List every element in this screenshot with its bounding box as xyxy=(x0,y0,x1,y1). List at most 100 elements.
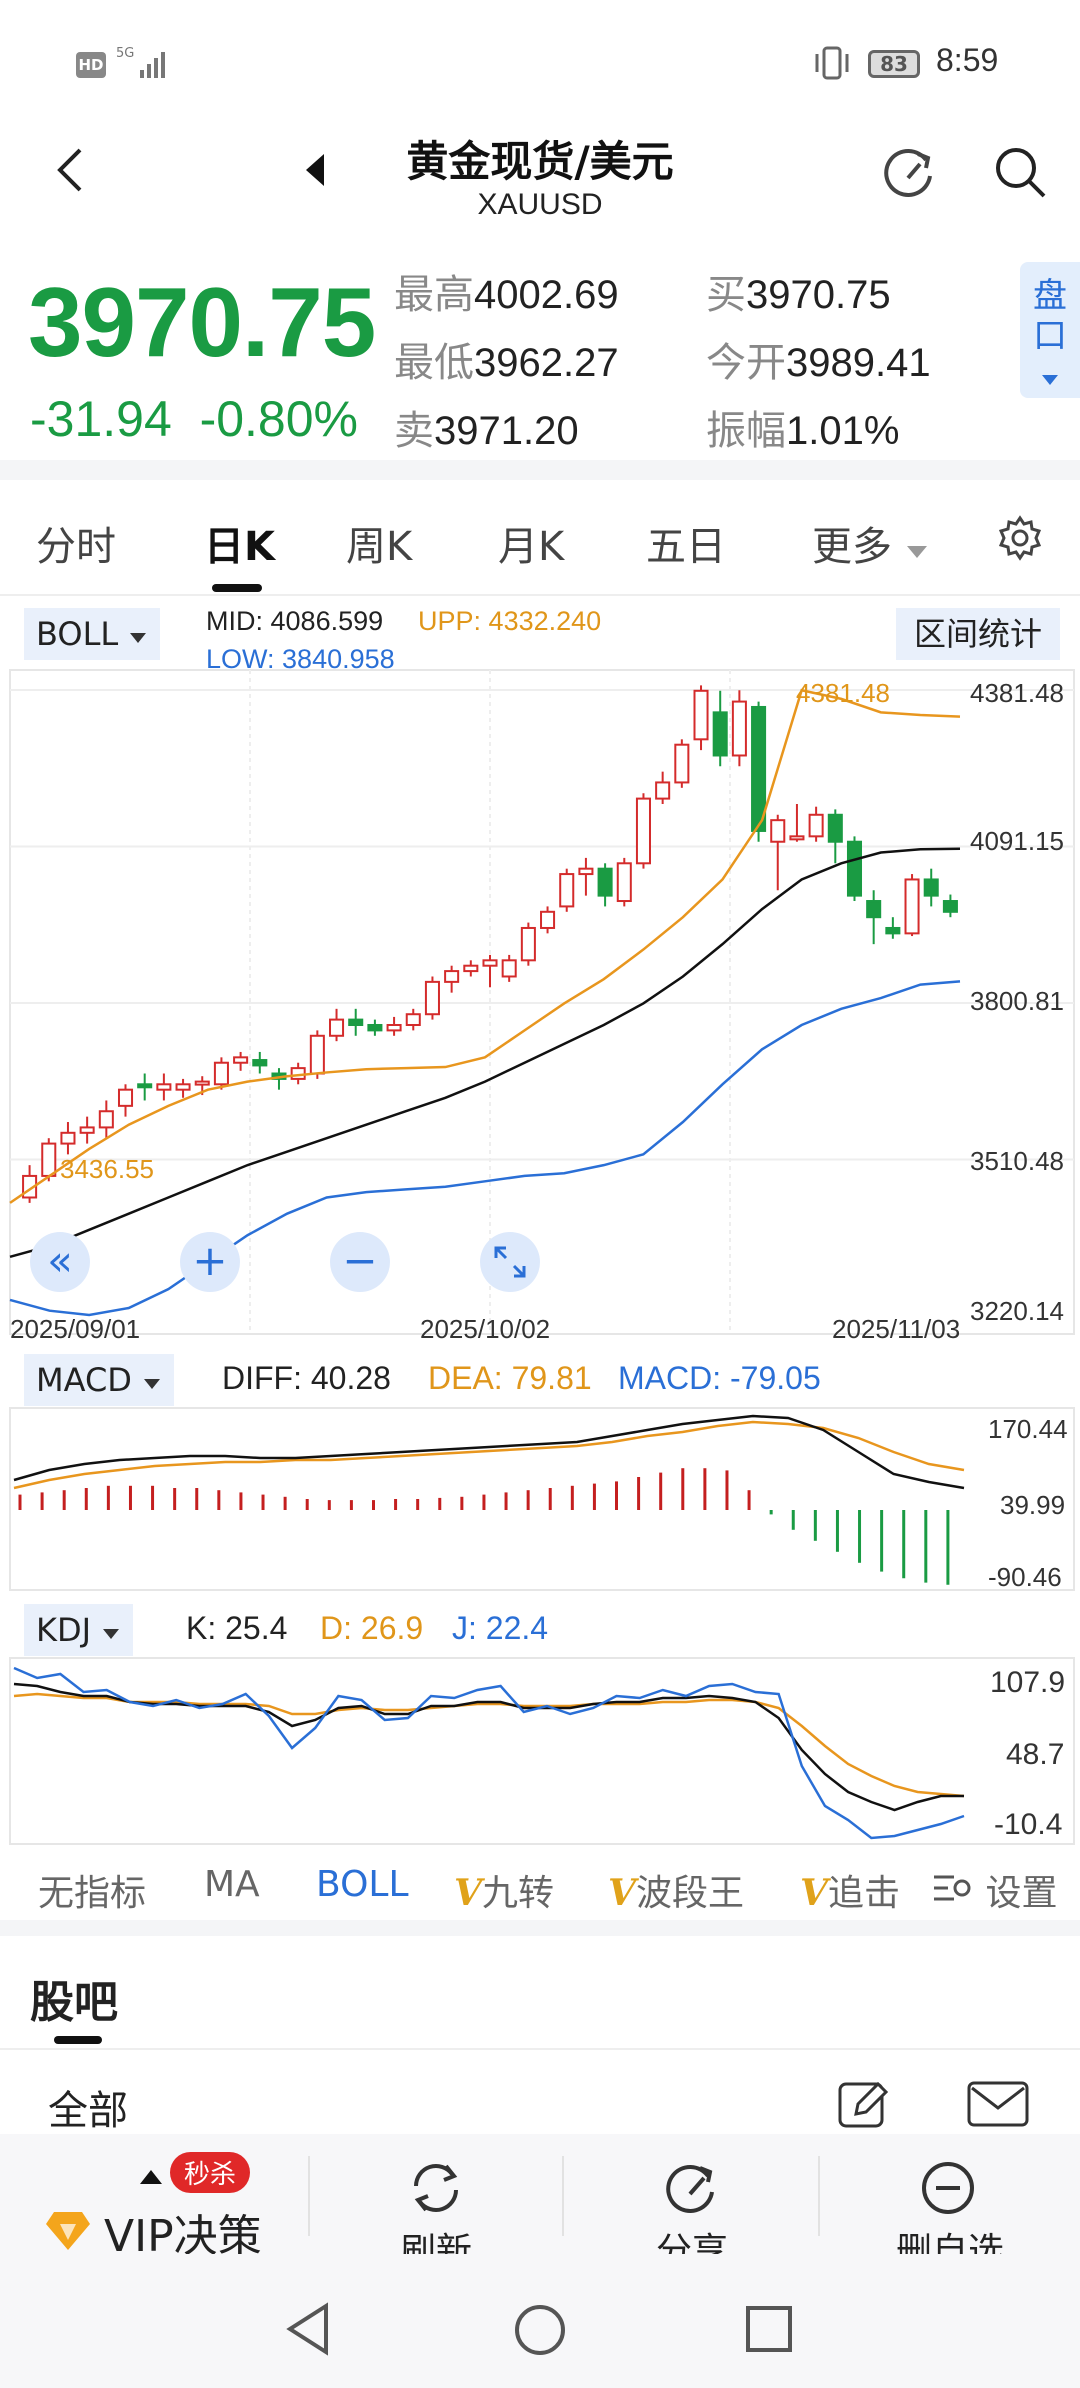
candle-body xyxy=(540,910,556,929)
remove-watchlist-icon[interactable] xyxy=(920,2160,976,2216)
y-tick: 3800.81 xyxy=(970,986,1064,1016)
candle-body xyxy=(329,1018,345,1037)
indicator-settings[interactable]: 设置 xyxy=(920,1864,1058,1916)
indicator-boll[interactable]: BOLL xyxy=(316,1864,409,1905)
quote-amplitude: 振幅1.01% xyxy=(706,398,899,456)
share-icon[interactable] xyxy=(662,2158,722,2218)
amp-label: 振幅 xyxy=(706,408,786,454)
candle-body xyxy=(444,970,460,983)
candle-body xyxy=(194,1080,210,1086)
mid-value: 4086.599 xyxy=(270,606,384,636)
macd-label: MACD xyxy=(36,1361,132,1399)
system-nav-bar xyxy=(0,2254,1080,2388)
expand-icon xyxy=(494,1246,526,1278)
candle-body xyxy=(731,700,747,757)
tab-daily-k[interactable]: 日K xyxy=(204,524,275,570)
candle-body xyxy=(808,813,824,838)
flash-sale-badge: 秒杀 xyxy=(170,2152,251,2193)
kdj-select[interactable]: KDJ xyxy=(24,1604,134,1656)
candle-body xyxy=(942,900,958,913)
candle-body xyxy=(386,1023,402,1032)
candle-body xyxy=(923,878,939,897)
prev-symbol-icon[interactable] xyxy=(304,152,328,188)
diamond-icon xyxy=(46,2212,90,2250)
fullscreen-button[interactable] xyxy=(480,1232,540,1292)
indicator-jiuzhuan[interactable]: V九转 xyxy=(454,1864,554,1916)
zoom-out-button[interactable]: − xyxy=(330,1232,390,1292)
tab-five-day[interactable]: 五日 xyxy=(646,524,726,570)
guba-title: 股吧 xyxy=(30,1977,118,2028)
boduan-label: 波段王 xyxy=(635,1873,744,1914)
indicator-boduan[interactable]: V波段王 xyxy=(608,1864,744,1916)
kdj-j-line xyxy=(13,1666,965,1840)
message-icon[interactable] xyxy=(966,2080,1030,2128)
x-tick: 2025/10/02 xyxy=(420,1314,551,1344)
tab-intraday[interactable]: 分时 xyxy=(36,524,116,570)
candle-body xyxy=(98,1110,114,1129)
candle-body xyxy=(616,862,632,903)
indicator-ma[interactable]: MA xyxy=(204,1864,260,1905)
candle-body xyxy=(712,711,728,757)
boll-lower-line xyxy=(9,980,961,1317)
max-annotation: 4381.48 xyxy=(796,678,890,708)
edit-post-icon[interactable] xyxy=(836,2076,892,2132)
macd-tick: -90.46 xyxy=(988,1562,1062,1592)
guba-underline xyxy=(54,2036,102,2044)
tab-more[interactable]: 更多 xyxy=(812,514,929,572)
back-arrow-icon[interactable] xyxy=(52,144,88,196)
macd-dea: DEA: 79.81 xyxy=(428,1360,592,1396)
macd-select[interactable]: MACD xyxy=(24,1354,175,1406)
tab-monthly-k[interactable]: 月K xyxy=(498,524,565,570)
nav-back-icon[interactable] xyxy=(282,2302,336,2356)
candle-body xyxy=(117,1088,134,1107)
kdj-tick: 107.9 xyxy=(990,1666,1066,1699)
caret-down-icon xyxy=(906,546,927,558)
refresh-icon[interactable] xyxy=(406,2158,466,2218)
refresh-share-icon[interactable] xyxy=(880,142,940,202)
pankou-button[interactable]: 盘口 xyxy=(1020,262,1080,398)
min-annotation: 3436.55 xyxy=(60,1154,154,1184)
vip-decision-button[interactable]: VIP决策 xyxy=(104,2211,262,2262)
indicator-none[interactable]: 无指标 xyxy=(38,1873,147,1914)
mid-label: MID: xyxy=(206,606,263,636)
network-type: 5G xyxy=(116,46,135,61)
tab-weekly-k[interactable]: 周K xyxy=(346,524,413,570)
nav-recents-icon[interactable] xyxy=(744,2304,794,2354)
range-stats-button[interactable]: 区间统计 xyxy=(896,608,1060,660)
amp-value: 1.01% xyxy=(786,409,900,453)
zoom-in-button[interactable]: + xyxy=(180,1232,240,1292)
guba-border xyxy=(0,2048,1080,2050)
boll-upp: UPP: 4332.240 xyxy=(418,606,601,637)
candle-body xyxy=(405,1013,421,1026)
section-divider xyxy=(0,1920,1080,1936)
indicator-zhuiji[interactable]: V追击 xyxy=(800,1864,920,1916)
scroll-left-button[interactable]: « xyxy=(30,1232,90,1292)
pankou-label: 盘口 xyxy=(1033,276,1067,356)
candle-body xyxy=(635,797,651,865)
candle-body xyxy=(213,1061,229,1086)
tabs-border xyxy=(0,594,1080,596)
macd-tick: 170.44 xyxy=(988,1414,1068,1444)
kline-chart[interactable] xyxy=(0,666,1080,1346)
macd-tick: 39.99 xyxy=(1000,1490,1066,1520)
diff-line xyxy=(13,1414,965,1490)
candle-body xyxy=(501,959,517,978)
gear-icon[interactable] xyxy=(996,514,1044,562)
quote-buy: 买3970.75 xyxy=(706,262,891,320)
candle-body xyxy=(559,873,575,908)
guba-all[interactable]: 全部 xyxy=(48,2088,128,2134)
dea-line xyxy=(13,1420,965,1490)
search-icon[interactable] xyxy=(990,142,1050,202)
candle-body xyxy=(367,1023,383,1032)
candle-body xyxy=(751,705,767,832)
bar-divider xyxy=(818,2156,820,2236)
quote-sell: 卖3971.20 xyxy=(394,398,579,456)
nav-home-icon[interactable] xyxy=(512,2302,568,2358)
candle-body xyxy=(770,819,786,843)
caret-down-icon xyxy=(1042,375,1058,385)
candle-body xyxy=(885,926,901,935)
kdj-j: J: 22.4 xyxy=(452,1610,549,1646)
clock: 8:59 xyxy=(936,42,999,78)
signal-icon xyxy=(140,50,170,78)
main-indicator-select[interactable]: BOLL xyxy=(24,608,161,660)
